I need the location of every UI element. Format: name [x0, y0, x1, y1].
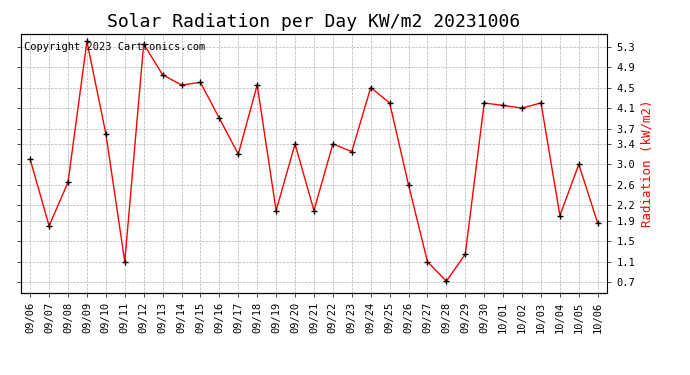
Title: Solar Radiation per Day KW/m2 20231006: Solar Radiation per Day KW/m2 20231006	[108, 13, 520, 31]
Text: Copyright 2023 Cartronics.com: Copyright 2023 Cartronics.com	[23, 42, 205, 51]
Y-axis label: Radiation (kW/m2): Radiation (kW/m2)	[640, 99, 653, 227]
